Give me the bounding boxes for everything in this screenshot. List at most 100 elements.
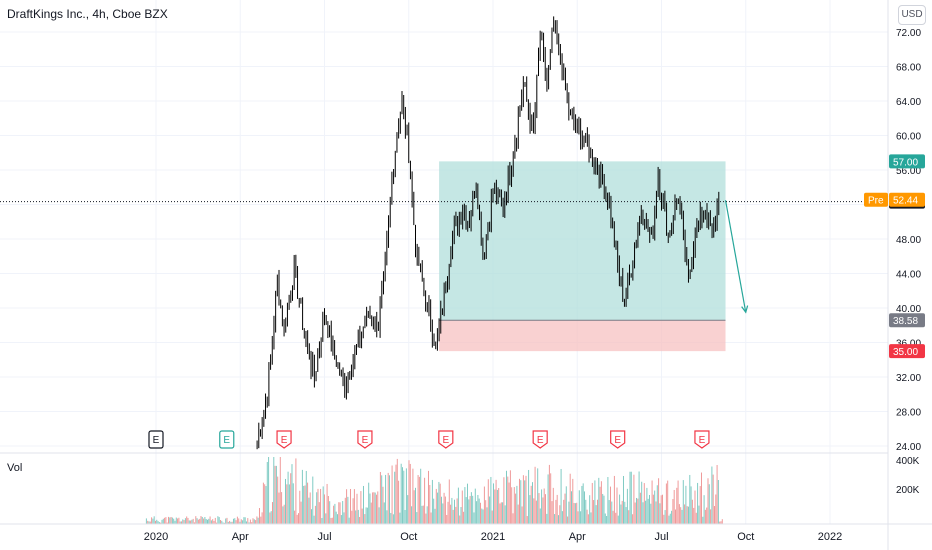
short-position-tool[interactable] <box>439 161 726 352</box>
profit-zone <box>439 161 726 321</box>
volume-bar <box>394 471 396 524</box>
volume-bar <box>281 492 283 524</box>
currency-button[interactable]: USD <box>898 5 926 25</box>
earnings-marker[interactable]: E <box>148 430 164 449</box>
earnings-marker[interactable]: E <box>276 430 292 449</box>
volume-bar <box>531 482 533 524</box>
volume-bar <box>703 495 705 524</box>
earnings-label: E <box>614 435 621 446</box>
volume-bar <box>245 521 247 524</box>
volume-bar <box>374 492 376 524</box>
volume-bar <box>243 517 245 524</box>
volume-bar <box>560 468 562 524</box>
volume-bar <box>236 516 238 524</box>
volume-bar <box>407 495 409 524</box>
volume-bar <box>370 502 372 524</box>
earnings-marker[interactable]: E <box>610 430 626 449</box>
volume-bar <box>517 504 519 524</box>
volume-bar <box>213 520 215 524</box>
volume-bar <box>405 468 407 524</box>
volume-bar <box>485 500 487 524</box>
volume-bar <box>687 506 689 524</box>
volume-bar <box>455 506 457 524</box>
earnings-marker[interactable]: E <box>438 430 454 449</box>
earnings-marker[interactable]: E <box>532 430 548 449</box>
volume-bar <box>621 500 623 524</box>
volume-bar <box>671 510 673 524</box>
volume-bar <box>546 513 548 524</box>
price-tick-label: 72.00 <box>896 28 921 39</box>
price-tick-label: 68.00 <box>896 63 921 74</box>
earnings-label: E <box>699 435 706 446</box>
price-tag-text: 57.00 <box>893 157 918 168</box>
earnings-badge <box>219 430 235 449</box>
volume-bar <box>320 488 322 524</box>
volume-bar <box>244 517 246 524</box>
volume-bar <box>538 493 540 524</box>
volume-bar <box>408 460 410 524</box>
volume-bar <box>476 501 478 524</box>
volume-bar <box>554 514 556 524</box>
earnings-marker[interactable]: E <box>694 430 710 449</box>
volume-bar <box>422 505 424 524</box>
volume-bar <box>309 492 311 524</box>
volume-bar <box>564 493 566 524</box>
volume-bar <box>206 519 208 524</box>
volume-bar <box>504 505 506 524</box>
volume-bar <box>418 476 420 524</box>
earnings-marker[interactable]: E <box>219 430 235 449</box>
volume-bar <box>446 514 448 524</box>
volume-bar <box>216 522 218 524</box>
volume-bar <box>318 502 320 524</box>
projection-arrow[interactable] <box>724 200 749 314</box>
volume-bar <box>615 512 617 524</box>
price-tag-text: 35.00 <box>893 347 918 358</box>
volume-bar <box>383 502 385 524</box>
volume-bar <box>278 492 280 524</box>
volume-bar <box>314 505 316 524</box>
volume-bar <box>170 516 172 524</box>
volume-bar <box>326 483 328 524</box>
volume-bar <box>286 484 288 524</box>
volume-bar <box>637 498 639 524</box>
volume-bar <box>434 508 436 524</box>
volume-bar <box>264 484 266 524</box>
volume-bar <box>440 496 442 524</box>
volume-bar <box>551 501 553 524</box>
volume-bar <box>710 509 712 524</box>
volume-bar <box>481 508 483 524</box>
volume-bar <box>182 519 184 524</box>
price-tick-label: 28.00 <box>896 408 921 419</box>
volume-bar <box>338 502 340 524</box>
earnings-badge <box>148 430 164 449</box>
volume-bar <box>443 492 445 524</box>
volume-bar <box>413 490 415 524</box>
volume-bar <box>589 495 591 524</box>
volume-bar <box>218 517 220 524</box>
volume-bar <box>450 504 452 524</box>
volume-bar <box>186 516 188 524</box>
volume-bar <box>234 518 236 524</box>
volume-bar <box>635 497 637 524</box>
earnings-badge <box>438 430 454 449</box>
volume-bar <box>681 509 683 524</box>
volume-bar <box>327 496 329 524</box>
time-tick-label: Oct <box>737 531 754 543</box>
volume-bar <box>193 522 195 524</box>
price-tick-label: 36.00 <box>896 339 921 350</box>
volume-bar <box>612 510 614 524</box>
volume-bar <box>711 466 713 524</box>
price-tick-label: 48.00 <box>896 235 921 246</box>
earnings-marker[interactable]: E <box>357 430 373 449</box>
volume-bar <box>287 471 289 524</box>
volume-bar <box>297 513 299 524</box>
volume-bar <box>622 475 624 524</box>
volume-bar <box>226 517 228 524</box>
volume-bar <box>153 516 155 524</box>
projection-arrow-head <box>741 305 749 314</box>
volume-bar <box>492 483 494 524</box>
volume-bar <box>483 486 485 524</box>
volume-bar <box>248 522 250 524</box>
